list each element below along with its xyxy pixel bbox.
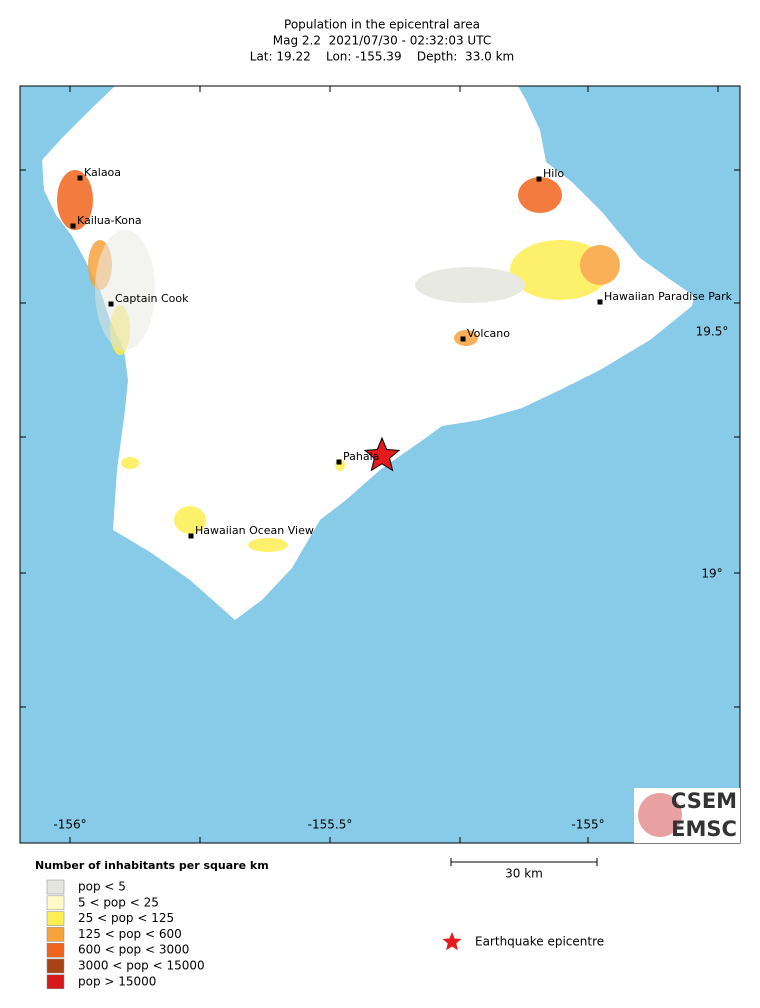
logo-text: EMSC (671, 817, 737, 841)
legend-swatch (46, 942, 65, 958)
lon-label: -155° (571, 818, 604, 832)
legend-star (442, 932, 462, 951)
place-marker (108, 301, 114, 307)
legend-label: pop > 15000 (78, 974, 156, 988)
legend-label: pop < 5 (78, 880, 126, 894)
legend-label: 25 < pop < 125 (78, 911, 174, 925)
place-label: Kailua-Kona (77, 214, 142, 227)
logo-text: CSEM (671, 789, 737, 813)
place-label: Pahala (343, 450, 379, 463)
place-marker (336, 459, 342, 465)
map-frame (19, 85, 741, 844)
legend-label: Earthquake epicentre (475, 935, 604, 949)
legend-swatch (46, 879, 65, 895)
place-marker (597, 299, 603, 305)
subtitle: Lat: 19.22 Lon: -155.39 Depth: 33.0 km (250, 50, 514, 64)
lon-label: -155.5° (308, 818, 353, 832)
lat-label: 19° (701, 567, 722, 581)
legend-title: Number of inhabitants per square km (35, 859, 269, 872)
legend-label: 600 < pop < 3000 (78, 943, 189, 957)
title: Population in the epicentral area (284, 18, 480, 32)
place-marker (460, 336, 466, 342)
legend-label: 125 < pop < 600 (78, 927, 182, 941)
scale-label: 30 km (505, 867, 543, 881)
legend-swatch (46, 958, 65, 974)
population-patches (57, 170, 620, 552)
legend-swatch (46, 927, 65, 942)
place-label: Kalaoa (84, 166, 121, 179)
logo: CSEM EMSC (634, 788, 740, 843)
place-marker (536, 176, 542, 182)
legend-swatch (46, 974, 65, 990)
legend-swatch (46, 895, 65, 911)
place-marker (188, 533, 194, 539)
map: Kalaoa Kailua-Kona Captain Cook Hilo Hawaiia… (19, 85, 741, 844)
frame-ticks (20, 86, 740, 843)
island (42, 86, 694, 620)
legend-swatch (46, 911, 65, 926)
legend-label: 3000 < pop < 15000 (78, 959, 205, 973)
subtitle: Mag 2.2 2021/07/30 - 02:32:03 UTC (273, 34, 491, 48)
place-label: Hawaiian Ocean View (195, 524, 314, 537)
place-label: Hawaiian Paradise Park (604, 290, 733, 303)
legend-label: 5 < pop < 25 (78, 895, 159, 909)
place-label: Volcano (467, 327, 510, 340)
epicentre-star (363, 436, 401, 472)
lat-label: 19.5° (696, 325, 729, 339)
place-marker (70, 223, 76, 229)
place-marker (77, 175, 83, 181)
scale-bar: 30 km (450, 858, 598, 881)
place-label: Hilo (543, 167, 564, 180)
lon-label: -156° (53, 818, 86, 832)
place-label: Captain Cook (115, 292, 189, 305)
legend: pop < 55 < pop < 25 25 < pop < 125 125 < p… (46, 879, 205, 990)
